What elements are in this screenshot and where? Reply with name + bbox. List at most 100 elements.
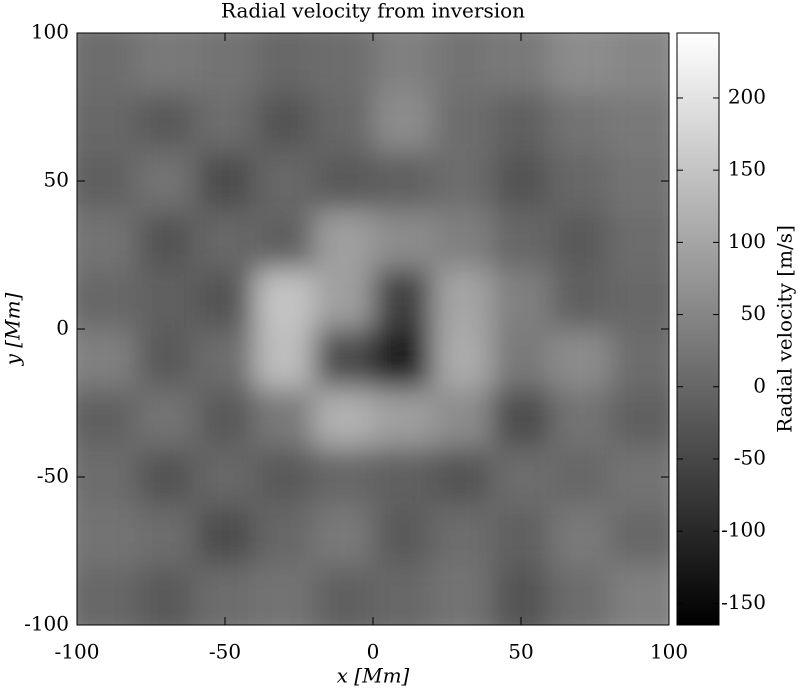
heatmap-cell: [550, 388, 610, 448]
heatmap-cell: [136, 210, 196, 270]
heatmap-cell: [313, 33, 373, 93]
heatmap-cell: [313, 269, 373, 329]
y-tick-label: 100: [31, 20, 69, 44]
heatmap-cell: [195, 506, 255, 566]
heatmap-cell: [373, 329, 433, 389]
y-tick-label: 50: [44, 168, 69, 192]
heatmap-cell: [432, 329, 492, 389]
heatmap-cell: [609, 269, 669, 329]
heatmap-cell: [313, 506, 373, 566]
heatmap-cell: [195, 33, 255, 93]
heatmap-cell: [609, 210, 669, 270]
heatmap-cell: [609, 151, 669, 211]
heatmap-cell: [432, 33, 492, 93]
heatmap-cell: [77, 447, 137, 507]
colorbar-tick-label: -100: [721, 518, 766, 542]
heatmap-cell: [550, 269, 610, 329]
heatmap-cell: [550, 92, 610, 152]
heatmap-cell: [136, 565, 196, 625]
heatmap-cell: [195, 269, 255, 329]
heatmap-cell: [195, 210, 255, 270]
heatmap-cell: [550, 210, 610, 270]
heatmap-cell: [373, 565, 433, 625]
heatmap-cell: [609, 33, 669, 93]
heatmap-cell: [373, 447, 433, 507]
colorbar-tick-label: 0: [753, 373, 766, 397]
x-tick-label: 100: [650, 640, 688, 664]
heatmap-cell: [254, 506, 314, 566]
heatmap-cell: [77, 269, 137, 329]
heatmap-cell: [313, 329, 373, 389]
heatmap-cell: [373, 388, 433, 448]
heatmap-cell: [77, 92, 137, 152]
heatmap-cell: [432, 447, 492, 507]
heatmap-cell: [136, 506, 196, 566]
colorbar-label: Radial velocity [m/s]: [773, 225, 797, 433]
heatmap-cell: [77, 329, 137, 389]
heatmap-cell: [491, 447, 551, 507]
heatmap-cell: [254, 565, 314, 625]
heatmap-cell: [136, 388, 196, 448]
heatmap-cell: [550, 565, 610, 625]
heatmap-cell: [373, 151, 433, 211]
heatmap-cell: [491, 388, 551, 448]
heatmap-cell: [609, 447, 669, 507]
heatmap-cell: [77, 506, 137, 566]
heatmap-cell: [373, 33, 433, 93]
heatmap-cell: [254, 151, 314, 211]
heatmap-cell: [77, 33, 137, 93]
heatmap-cell: [136, 151, 196, 211]
heatmap-cells: [77, 33, 669, 625]
heatmap-cell: [195, 447, 255, 507]
heatmap-cell: [254, 210, 314, 270]
heatmap-area: [77, 33, 669, 625]
x-tick-label: -50: [209, 640, 241, 664]
heatmap-cell: [550, 506, 610, 566]
colorbar-tick-label: -150: [721, 590, 766, 614]
heatmap-cell: [609, 565, 669, 625]
heatmap-cell: [550, 329, 610, 389]
colorbar-tick-label: -50: [734, 445, 766, 469]
heatmap-cell: [432, 210, 492, 270]
heatmap-cell: [77, 210, 137, 270]
heatmap-cell: [77, 565, 137, 625]
heatmap-cell: [313, 92, 373, 152]
heatmap-cell: [609, 92, 669, 152]
heatmap-cell: [254, 329, 314, 389]
x-tick-label: -100: [55, 640, 100, 664]
heatmap-cell: [373, 210, 433, 270]
y-tick-label: -50: [37, 464, 69, 488]
heatmap-cell: [432, 151, 492, 211]
y-tick-label: 0: [56, 316, 69, 340]
heatmap-cell: [609, 506, 669, 566]
heatmap-cell: [136, 92, 196, 152]
heatmap-cell: [491, 565, 551, 625]
y-tick-label: -100: [24, 612, 69, 636]
heatmap-cell: [491, 151, 551, 211]
heatmap-cell: [77, 151, 137, 211]
y-axis-label: y [Mm]: [1, 292, 25, 366]
heatmap-cell: [136, 447, 196, 507]
heatmap-cell: [491, 506, 551, 566]
heatmap-cell: [195, 151, 255, 211]
heatmap-cell: [373, 269, 433, 329]
heatmap-cell: [491, 210, 551, 270]
heatmap-cell: [254, 447, 314, 507]
heatmap-cell: [136, 329, 196, 389]
chart-title: Radial velocity from inversion: [221, 0, 525, 23]
heatmap-cell: [313, 388, 373, 448]
heatmap-cell: [195, 388, 255, 448]
heatmap-cell: [254, 269, 314, 329]
heatmap-cell: [550, 33, 610, 93]
heatmap-cell: [195, 329, 255, 389]
heatmap-cell: [491, 269, 551, 329]
heatmap-cell: [313, 565, 373, 625]
heatmap-cell: [313, 151, 373, 211]
heatmap-cell: [432, 565, 492, 625]
heatmap-cell: [195, 92, 255, 152]
x-tick-label: 50: [508, 640, 533, 664]
heatmap-cell: [195, 565, 255, 625]
colorbar: [676, 32, 720, 626]
colorbar-tick-label: 100: [728, 229, 766, 253]
